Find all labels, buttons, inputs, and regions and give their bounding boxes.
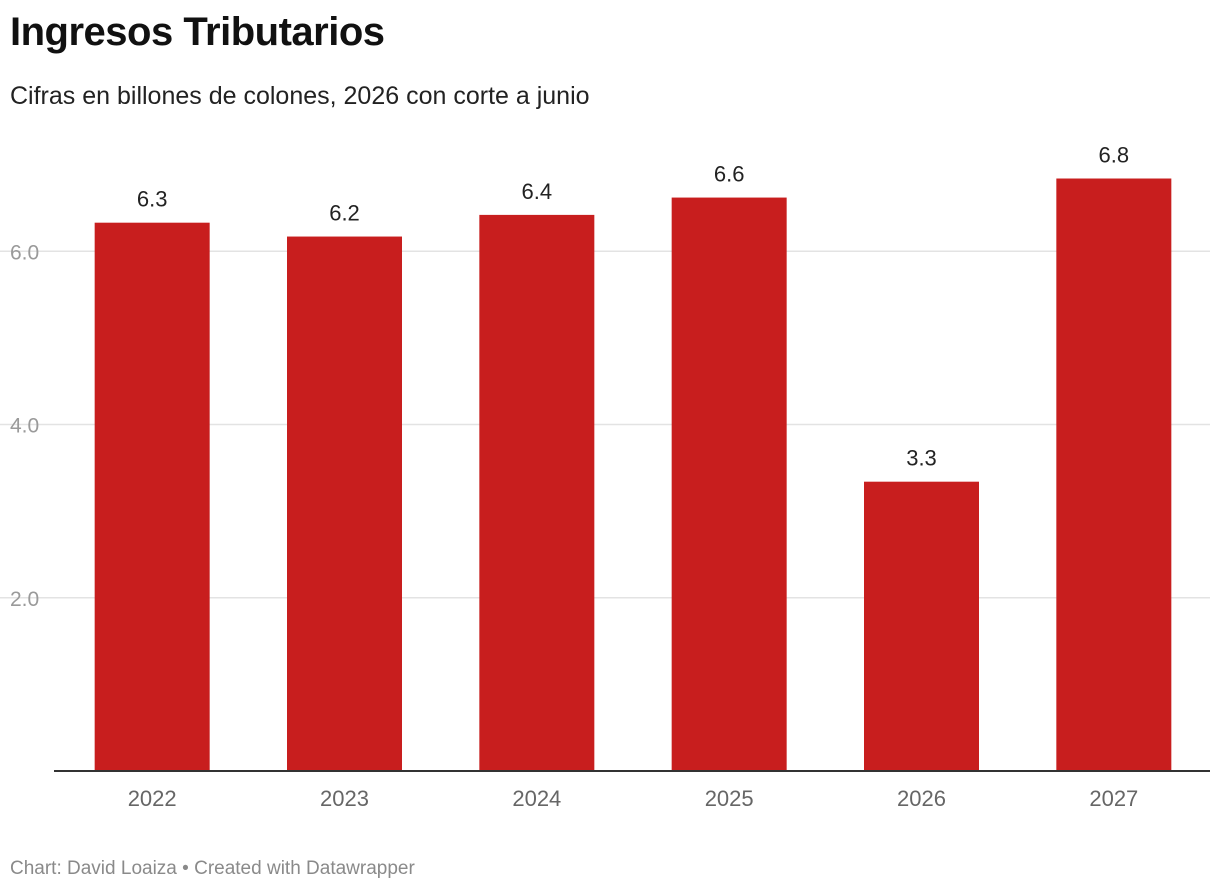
x-tick-label-2022: 2022 [128, 786, 177, 811]
value-label-2024: 6.4 [522, 179, 553, 204]
x-tick-label-2025: 2025 [705, 786, 754, 811]
axes: 2.0 4.0 6.0 2022 2023 2024 2025 2026 2027 [10, 241, 1210, 811]
y-tick-label-1: 4.0 [10, 415, 39, 438]
bar-2026 [864, 481, 979, 771]
separator-dot: • [182, 858, 189, 879]
value-label-2026: 3.3 [906, 446, 937, 471]
value-label-2022: 6.3 [137, 187, 168, 212]
x-tick-label-2024: 2024 [512, 786, 561, 811]
bar-2027 [1056, 178, 1172, 771]
x-tick-label-2023: 2023 [320, 786, 369, 811]
chart-footer: Chart: David Loaiza • Created with Dataw… [10, 858, 415, 880]
bars [94, 178, 1172, 772]
bar-2024 [479, 214, 595, 772]
x-tick-label-2027: 2027 [1089, 786, 1138, 811]
bar-2025 [671, 197, 787, 771]
value-labels: 6.3 6.2 6.4 6.6 3.3 6.8 [137, 143, 1129, 471]
tool-credit-text: Created with Datawrapper [194, 858, 415, 879]
y-tick-label-2: 6.0 [10, 241, 39, 264]
value-label-2025: 6.6 [714, 162, 745, 187]
chart-subtitle: Cifras en billones de colones, 2026 con … [10, 82, 590, 110]
chart-title: Ingresos Tributarios [10, 10, 385, 54]
y-tick-label-0: 2.0 [10, 588, 39, 611]
value-label-2023: 6.2 [329, 201, 360, 226]
bar-2023 [287, 236, 402, 771]
value-label-2027: 6.8 [1099, 143, 1130, 168]
x-tick-label-2026: 2026 [897, 786, 946, 811]
bar-2022 [94, 222, 210, 772]
credit-text: Chart: David Loaiza [10, 858, 177, 879]
